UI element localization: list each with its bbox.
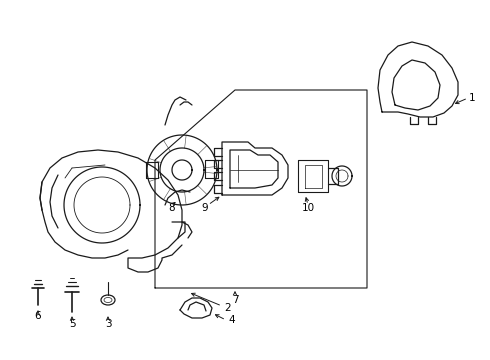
Text: 7: 7: [232, 295, 238, 305]
Text: 3: 3: [105, 319, 111, 329]
Text: 8: 8: [169, 203, 175, 213]
Text: 5: 5: [69, 319, 75, 329]
Text: 2: 2: [225, 303, 231, 313]
Text: 6: 6: [35, 311, 41, 321]
Text: 9: 9: [202, 203, 208, 213]
Text: 4: 4: [229, 315, 235, 325]
Text: 10: 10: [301, 203, 315, 213]
Text: 1: 1: [469, 93, 475, 103]
